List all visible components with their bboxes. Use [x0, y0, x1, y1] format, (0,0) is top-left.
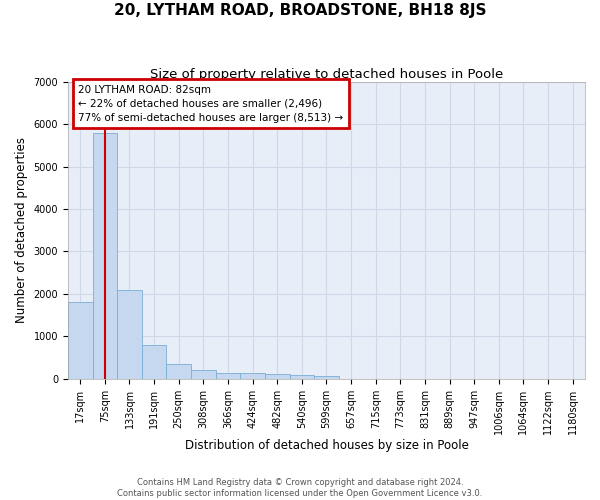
- Bar: [191, 370, 215, 378]
- Text: 20, LYTHAM ROAD, BROADSTONE, BH18 8JS: 20, LYTHAM ROAD, BROADSTONE, BH18 8JS: [114, 2, 486, 18]
- Bar: [117, 290, 142, 378]
- Bar: [166, 364, 191, 378]
- Title: Size of property relative to detached houses in Poole: Size of property relative to detached ho…: [150, 68, 503, 80]
- Text: 20 LYTHAM ROAD: 82sqm
← 22% of detached houses are smaller (2,496)
77% of semi-d: 20 LYTHAM ROAD: 82sqm ← 22% of detached …: [78, 84, 343, 122]
- Bar: [92, 132, 117, 378]
- Bar: [142, 345, 166, 378]
- Bar: [290, 376, 314, 378]
- Y-axis label: Number of detached properties: Number of detached properties: [15, 137, 28, 323]
- Bar: [314, 376, 339, 378]
- Bar: [240, 374, 265, 378]
- Bar: [215, 373, 240, 378]
- X-axis label: Distribution of detached houses by size in Poole: Distribution of detached houses by size …: [185, 440, 469, 452]
- Bar: [265, 374, 290, 378]
- Text: Contains HM Land Registry data © Crown copyright and database right 2024.
Contai: Contains HM Land Registry data © Crown c…: [118, 478, 482, 498]
- Bar: [68, 302, 92, 378]
